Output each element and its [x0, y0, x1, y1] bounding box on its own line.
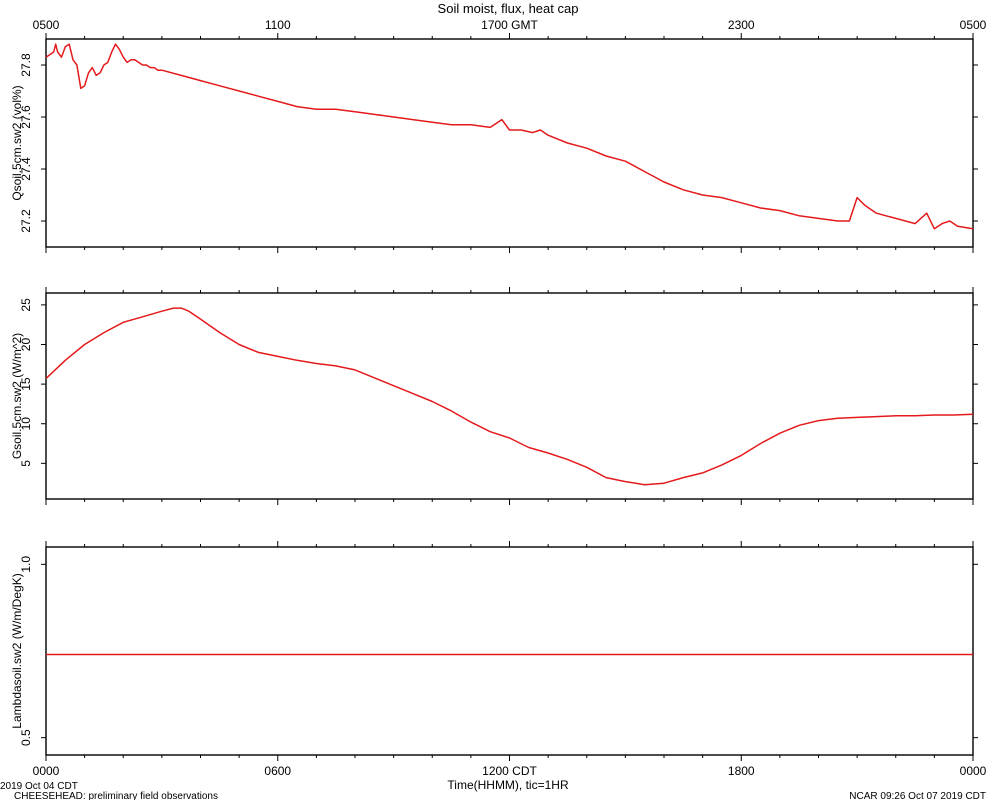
bottom-axis-tick-label: 1800 [728, 764, 755, 778]
series-line-qsoil [45, 43, 974, 230]
panel-frame [45, 38, 974, 248]
y-tick-label: 10 [19, 417, 33, 431]
y-tick-label: 15 [19, 377, 33, 391]
top-axis-tick-label: 2300 [728, 18, 755, 32]
y-axis-label: Gsoil.5cm.sw2 (W/m^2) [10, 333, 24, 459]
top-axis-tick-label: 0500 [33, 18, 60, 32]
top-axis-tick-label: 0500 [960, 18, 987, 32]
panel-qsoil: 27.2 27.4 27.6 27.8 Qsoil.5cm.sw2 (vol%) [10, 33, 978, 253]
top-axis-tick-label: 1700 GMT [481, 18, 538, 32]
y-tick-label: 1.0 [19, 556, 33, 573]
footer-date: 2019 Oct 04 CDT [0, 781, 78, 792]
y-tick-label: 27.8 [19, 53, 33, 77]
y-tick-label: 27.2 [19, 209, 33, 233]
y-tick-label: 25 [19, 298, 33, 312]
y-tick-label: 0.5 [19, 729, 33, 746]
series-line-gsoil [45, 307, 974, 486]
bottom-axis-tick-label: 0000 [33, 764, 60, 778]
footer-credit: NCAR 09:26 Oct 07 2019 CDT [849, 791, 986, 800]
chart-title: Soil moist, flux, heat cap [438, 1, 579, 16]
panel-frame [45, 546, 974, 756]
bottom-axis-tick-label: 1200 CDT [482, 764, 537, 778]
y-tick-label: 20 [19, 338, 33, 352]
y-tick-label: 27.6 [19, 105, 33, 129]
y-axis-label: Qsoil.5cm.sw2 (vol%) [10, 85, 24, 200]
bottom-axis-tick-label: 0000 [960, 764, 987, 778]
bottom-axis-tick-label: 0600 [264, 764, 291, 778]
panel-frame [45, 292, 974, 500]
footer-project: CHEESEHEAD: preliminary field observatio… [14, 791, 218, 800]
panel-gsoil: 5 10 15 20 25 Gsoil.5cm.sw2 (W/m^2) [10, 287, 978, 505]
top-axis-tick-label: 1100 [265, 18, 291, 32]
y-tick-label: 5 [19, 460, 33, 467]
x-axis-title: Time(HHMM), tic=1HR [447, 778, 569, 792]
y-tick-label: 27.4 [19, 157, 33, 181]
panels-layer: 27.2 27.4 27.6 27.8 Qsoil.5cm.sw2 (vol%) 5 10 1… [10, 18, 987, 778]
y-axis-label: Lambdasoil.sw2 (W/m/DegK) [10, 573, 24, 728]
